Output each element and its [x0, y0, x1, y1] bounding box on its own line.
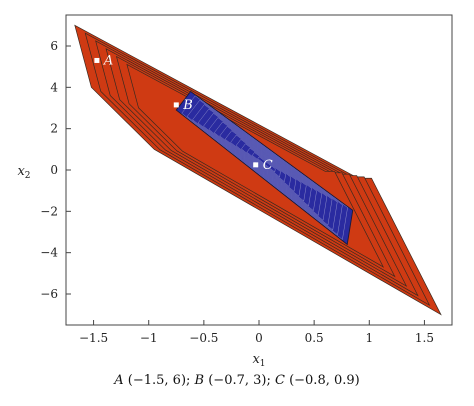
- x-tick-label: 0: [255, 331, 263, 345]
- y-tick-label: −2: [40, 204, 58, 218]
- y-axis-label: x2: [17, 164, 30, 181]
- point-marker-c: [253, 162, 259, 168]
- y-tick-label: 0: [50, 163, 58, 177]
- x-tick-label: 1: [365, 331, 373, 345]
- y-tick-label: −4: [40, 246, 58, 260]
- y-tick-label: 6: [50, 39, 58, 53]
- x-tick-label: −1: [140, 331, 158, 345]
- point-label-c: C: [263, 158, 273, 173]
- point-label-a: A: [103, 53, 113, 68]
- point-marker-b: [173, 102, 179, 108]
- labeled-points: A B C: [94, 53, 273, 173]
- caption-point-name: A: [114, 373, 124, 388]
- x-tick-label: 0.5: [305, 331, 324, 345]
- x-axis-ticks: −1.5 −1 −0.5 0 0.5 1 1.5: [79, 320, 434, 345]
- caption-point-name: B: [194, 373, 205, 388]
- x-tick-label: −1.5: [79, 331, 108, 345]
- point-marker-a: [94, 57, 100, 63]
- caption-point-coords: (−1.5, 6);: [123, 373, 195, 388]
- x-tick-label: −0.5: [189, 331, 218, 345]
- y-tick-label: 2: [50, 122, 58, 136]
- caption-point-coords: (−0.7, 3);: [204, 373, 275, 388]
- figure-caption: A (−1.5, 6); B (−0.7, 3); C (−0.8, 0.9): [0, 373, 474, 388]
- caption-point-name: C: [274, 373, 285, 388]
- y-tick-label: −6: [40, 287, 58, 301]
- x-axis-label: x1: [252, 352, 265, 369]
- y-axis-ticks: −6 −4 −2 0 2 4 6: [40, 39, 71, 301]
- point-label-b: B: [182, 98, 193, 113]
- x-tick-label: 1.5: [415, 331, 434, 345]
- inner-contour-ring: [257, 156, 276, 173]
- contour-plot: −1.5 −1 −0.5 0 0.5 1 1.5 −6 −4 −2 0 2 4 6 A B C x1 x2: [17, 14, 453, 369]
- caption-point-coords: (−0.8, 0.9): [284, 373, 360, 388]
- y-tick-label: 4: [50, 80, 58, 94]
- contour-regions: [74, 24, 442, 316]
